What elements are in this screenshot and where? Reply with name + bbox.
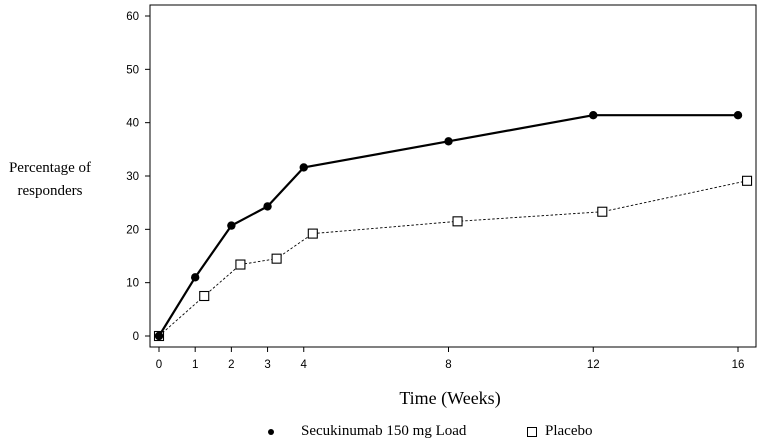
x-tick-label: 3 — [264, 359, 270, 371]
x-tick-label: 1 — [192, 359, 198, 371]
x-axis-label: Time (Weeks) — [399, 388, 501, 408]
y-axis-label-line-2: responders — [17, 183, 83, 199]
data-point-secukinumab — [154, 331, 164, 341]
y-tick-label: 20 — [126, 224, 139, 236]
series-line-placebo — [158, 180, 748, 337]
open-square-icon — [527, 426, 537, 437]
x-tick-label: 2 — [228, 359, 234, 371]
data-point-placebo — [271, 253, 282, 264]
legend-label-placebo: Placebo — [545, 423, 593, 439]
y-axis-label: Percentage of responders — [0, 157, 100, 203]
data-point-placebo — [307, 228, 318, 239]
data-point-secukinumab — [299, 163, 308, 172]
data-point-secukinumab — [444, 137, 453, 146]
y-tick-label: 10 — [126, 278, 139, 290]
x-tick-label: 0 — [156, 359, 162, 371]
series-line-secukinumab — [158, 114, 738, 337]
x-tick-label: 4 — [301, 359, 308, 371]
data-point-secukinumab — [227, 221, 236, 230]
x-tick-label: 8 — [445, 359, 451, 371]
y-tick-label: 40 — [126, 118, 139, 130]
legend-item-secukinumab: Secukinumab 150 mg Load — [268, 423, 466, 440]
data-point-placebo — [199, 290, 210, 302]
y-axis-label-line-1: Percentage of — [8, 160, 92, 176]
x-axis: 0 1 2 3 4 8 12 16 — [156, 347, 745, 371]
y-tick-label: 0 — [133, 331, 139, 343]
data-point-placebo — [235, 259, 246, 270]
filled-circle-icon — [268, 428, 274, 435]
legend-item-placebo: Placebo — [527, 423, 592, 440]
data-point-secukinumab — [190, 273, 200, 282]
legend-label-secukinumab: Secukinumab 150 mg Load — [301, 423, 467, 439]
y-axis: 0 10 20 30 40 50 60 — [126, 11, 150, 343]
x-tick-label: 16 — [732, 359, 745, 371]
y-tick-label: 30 — [126, 171, 139, 183]
y-tick-label: 50 — [126, 64, 139, 76]
data-point-secukinumab — [263, 202, 272, 211]
data-point-placebo — [597, 206, 608, 217]
series-layer — [153, 111, 753, 342]
data-point-placebo — [452, 216, 463, 227]
legend: Secukinumab 150 mg Load Placebo — [0, 423, 763, 443]
plot-frame — [149, 4, 757, 348]
x-tick-label: 12 — [587, 359, 600, 371]
data-point-secukinumab — [589, 111, 598, 120]
data-point-secukinumab — [733, 111, 743, 120]
data-point-placebo — [741, 175, 753, 186]
y-tick-label: 60 — [126, 11, 139, 23]
